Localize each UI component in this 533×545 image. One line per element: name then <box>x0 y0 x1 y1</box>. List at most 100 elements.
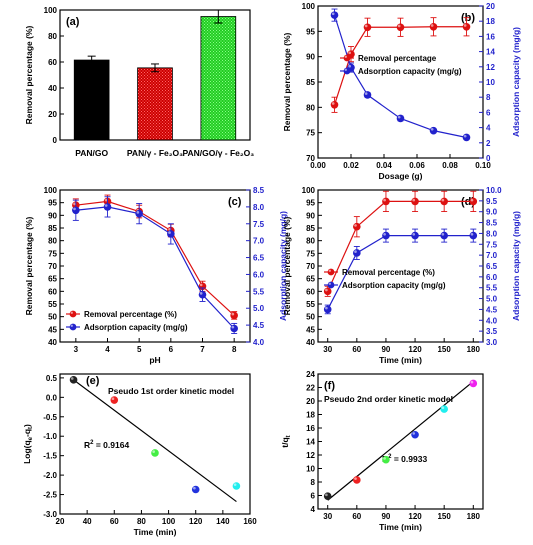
right-axis-tick-label: 6.0 <box>253 270 265 279</box>
left-axis-tick-label: 12 <box>306 451 315 460</box>
data-point <box>330 11 339 19</box>
right-axis-tick-label: 8 <box>486 93 491 102</box>
model-annotation: Pseudo 1st order kinetic model <box>108 386 234 396</box>
data-point <box>462 22 471 31</box>
fit-line <box>327 380 474 501</box>
y-axis-label-part: t/q <box>280 437 290 447</box>
data-point-highlight <box>364 24 368 28</box>
data-point-4-highlight <box>193 486 196 490</box>
panel-label: (f) <box>324 380 335 392</box>
left-axis-tick-label: 70 <box>306 154 315 163</box>
right-axis-tick-label: 6.5 <box>486 262 498 271</box>
data-point <box>103 203 112 211</box>
data-point <box>411 197 419 206</box>
left-axis-tick-label: 18 <box>306 411 315 420</box>
x-axis-tick-label: 60 <box>352 512 361 521</box>
x-axis-tick-label: 60 <box>110 517 119 526</box>
left-axis-tick-label: 100 <box>302 2 316 11</box>
legend-marker <box>327 268 335 276</box>
data-point-highlight <box>397 115 401 119</box>
x-axis-tick-label: 20 <box>56 517 65 526</box>
right-axis-tick-label: 4.5 <box>253 321 265 330</box>
legend-marker <box>69 310 77 318</box>
data-point-highlight <box>168 227 171 231</box>
data-point <box>429 126 438 135</box>
legend-label: Removal percentage (%) <box>84 310 177 319</box>
x-axis-tick-label: 8 <box>232 345 237 354</box>
x-axis-tick-label: 0.02 <box>343 161 359 170</box>
left-axis-tick-label: 20 <box>48 110 57 119</box>
left-axis-tick-label: 85 <box>306 78 315 87</box>
data-point-highlight <box>354 250 357 253</box>
left-axis-tick-label: 65 <box>306 275 315 284</box>
bar-3 <box>200 16 237 141</box>
left-axis-tick-label: 65 <box>48 275 57 284</box>
left-axis-tick-label: 45 <box>306 325 315 334</box>
x-axis-tick-label: 90 <box>381 345 390 354</box>
right-axis-tick-label: 20 <box>486 2 495 11</box>
right-axis-tick-label: 10 <box>486 78 495 87</box>
data-point-6 <box>469 379 478 388</box>
data-point <box>363 23 372 32</box>
x-axis-tick-label: 160 <box>243 517 257 526</box>
data-point <box>323 305 332 314</box>
r-squared-value: = 0.9164 <box>93 440 129 450</box>
x-axis-tick-label: 0.04 <box>376 161 392 170</box>
data-point-highlight <box>470 232 474 236</box>
left-axis-tick-label: -2.5 <box>43 491 57 500</box>
data-point <box>330 101 339 109</box>
left-axis-tick-label: -3.0 <box>43 510 57 519</box>
fit-line <box>73 379 237 503</box>
data-point-highlight <box>470 198 474 202</box>
y-axis-label: t/qt <box>280 435 292 447</box>
x-axis-tick-label: 150 <box>437 345 451 354</box>
y-axis-label-sub: t <box>286 435 292 437</box>
left-axis-tick-label: 60 <box>48 58 57 67</box>
x-axis-label: Time (min) <box>379 522 422 532</box>
data-point <box>440 197 448 206</box>
data-point-3 <box>382 455 390 464</box>
data-point-highlight <box>73 207 76 211</box>
left-axis-tick-label: 22 <box>306 384 315 393</box>
data-point-highlight <box>441 232 445 236</box>
data-point-5-highlight <box>441 406 445 410</box>
data-point <box>198 290 207 299</box>
data-point-highlight <box>325 288 328 292</box>
panel-b: 70 75 80 85 90 95 100 0 2 4 6 8 10 12 14 16 18 20 0.00 0.02… <box>282 2 521 181</box>
left-axis-tick-label: 55 <box>306 300 315 309</box>
y-axis-label: Log(qe-qt) <box>22 424 34 464</box>
r-squared-value: = 0.9933 <box>391 454 427 464</box>
legend-marker-highlight <box>344 55 347 59</box>
x-axis-tick-label: 120 <box>189 517 203 526</box>
plot-frame <box>59 373 251 515</box>
legend-marker-highlight <box>328 269 331 272</box>
data-point-highlight <box>397 24 401 28</box>
left-axis-tick-label: 70 <box>48 262 57 271</box>
x-axis-tick-label: 0.06 <box>409 161 425 170</box>
x-axis-tick-label: 4 <box>105 345 110 354</box>
right-axis-tick-label: 5.0 <box>253 304 265 313</box>
right-axis-tick-label: 10.0 <box>486 186 502 195</box>
data-point-6-highlight <box>470 380 474 384</box>
y2-axis-label: Adsorption capacity (mg/g) <box>511 211 521 321</box>
data-point <box>323 287 332 296</box>
left-axis-tick-label: 8 <box>311 478 316 487</box>
y-axis-label-sub: t <box>28 427 34 429</box>
legend-label: Removal percentage (%) <box>342 268 435 277</box>
data-point-highlight <box>104 198 108 202</box>
panel-label: (a) <box>66 16 80 28</box>
data-point-highlight <box>168 231 171 234</box>
data-point <box>411 231 419 240</box>
r-squared-superscript: 2 <box>90 440 94 446</box>
data-point-highlight <box>412 232 416 236</box>
data-point <box>167 230 175 238</box>
panel-label: (e) <box>86 375 100 387</box>
left-axis-tick-label: 6 <box>311 492 316 501</box>
left-axis-tick-label: 80 <box>48 32 57 41</box>
category-label: PAN/γ - Fe₂O₃ <box>127 148 183 158</box>
right-axis-tick-label: 16 <box>486 32 495 41</box>
legend-label: Adsorption capacity (mg/g) <box>84 323 188 332</box>
left-axis-tick-label: 100 <box>44 186 58 195</box>
data-point <box>230 324 238 333</box>
left-axis-tick-label: 95 <box>306 199 315 208</box>
